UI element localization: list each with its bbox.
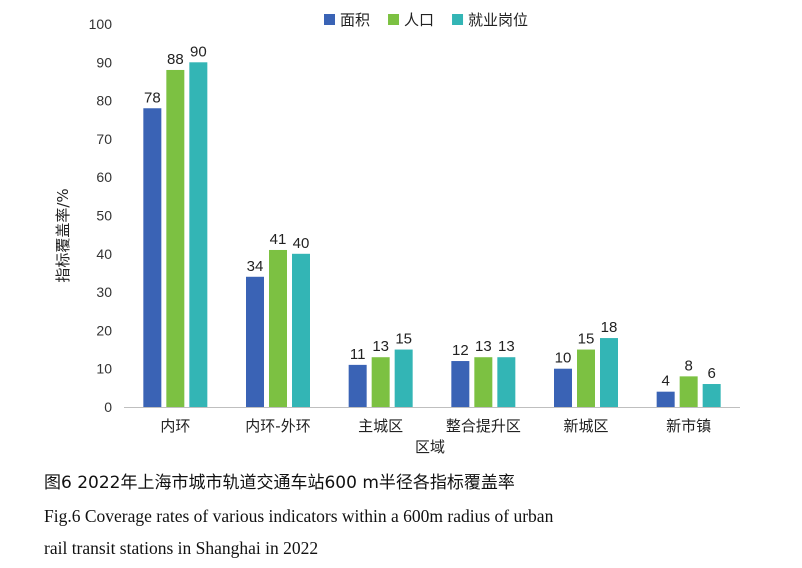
y-tick-label: 100 [89,16,113,32]
bar [451,361,470,407]
bar-group: 12 13 13 [451,338,516,407]
x-category-label: 内环 [160,417,190,435]
bar-chart: 面积 人口 就业岗位 0 10 20 30 40 50 60 70 80 90 100 78 88 90 34… [54,11,740,456]
y-tick-label: 90 [96,54,112,70]
bar-group: 78 88 90 [143,43,208,408]
bar-group: 34 41 40 [246,231,310,407]
bar [166,69,185,408]
y-axis: 0 10 20 30 40 50 60 70 80 90 100 [89,16,113,415]
data-label: 34 [247,258,264,275]
data-label: 13 [475,338,492,355]
data-label: 13 [498,338,515,355]
bar [246,276,264,407]
data-label: 18 [601,319,618,336]
bars: 78 88 90 34 41 40 11 13 15 12 13 13 10 15 18 48 6 [143,43,721,408]
x-axis: 内环 内环-外环 主城区 整合提升区 新城区 新市镇 [124,407,740,435]
legend-swatch [452,14,464,25]
data-label: 90 [190,43,207,60]
x-category-label: 内环-外环 [245,417,310,435]
bar [394,349,413,407]
data-label: 13 [372,338,389,355]
bar [679,376,698,407]
x-category-label: 新城区 [563,417,608,435]
y-tick-label: 60 [96,169,112,185]
figure-caption-zh: 图6 2022年上海市城市轨道交通车站600 m半径各指标覆盖率 [44,473,515,493]
data-label: 12 [452,342,469,359]
figure-caption-en-line2: rail transit stations in Shanghai in 202… [44,538,319,558]
bar-group: 48 6 [656,357,721,407]
bar [269,249,287,407]
y-tick-label: 20 [96,322,112,338]
legend: 面积 人口 就业岗位 [324,11,528,29]
data-label: 8 [684,357,692,374]
data-label: 10 [555,350,572,367]
bar [143,108,162,407]
bar [600,338,618,407]
legend-label: 就业岗位 [468,11,528,29]
bar [497,357,516,407]
data-label: 11 [350,346,366,363]
y-tick-label: 50 [96,208,112,224]
data-label: 15 [395,331,412,348]
bar [292,253,310,407]
x-category-label: 整合提升区 [446,417,521,435]
x-category-label: 主城区 [358,417,403,435]
x-axis-title: 区域 [415,438,445,456]
legend-swatch [324,14,335,25]
bar [702,384,721,407]
y-tick-label: 80 [96,93,112,109]
bar [656,391,675,407]
y-tick-label: 30 [96,284,112,300]
bar-group: 10 15 18 [554,319,618,407]
bar [348,364,367,407]
y-tick-label: 40 [96,246,112,262]
data-label: 4 [661,373,669,390]
bar [577,349,595,407]
data-label: 40 [293,235,310,252]
legend-label: 人口 [404,11,434,29]
data-label: 88 [167,51,184,68]
legend-label: 面积 [340,11,370,29]
legend-swatch [388,14,400,25]
x-category-label: 新市镇 [666,417,711,435]
y-tick-label: 10 [96,361,112,377]
bar [189,62,208,408]
bar-group: 11 13 15 [348,331,413,407]
bar [371,357,390,407]
y-tick-label: 0 [104,399,112,415]
data-label: 41 [270,231,287,248]
y-tick-label: 70 [96,131,112,147]
data-label: 6 [707,365,715,382]
data-label: 15 [578,331,595,348]
data-label: 78 [144,89,161,106]
y-axis-title: 指标覆盖率/% [54,188,72,282]
bar [474,357,493,407]
figure-caption-en-line1: Fig.6 Coverage rates of various indicato… [44,506,554,526]
bar [554,368,572,407]
